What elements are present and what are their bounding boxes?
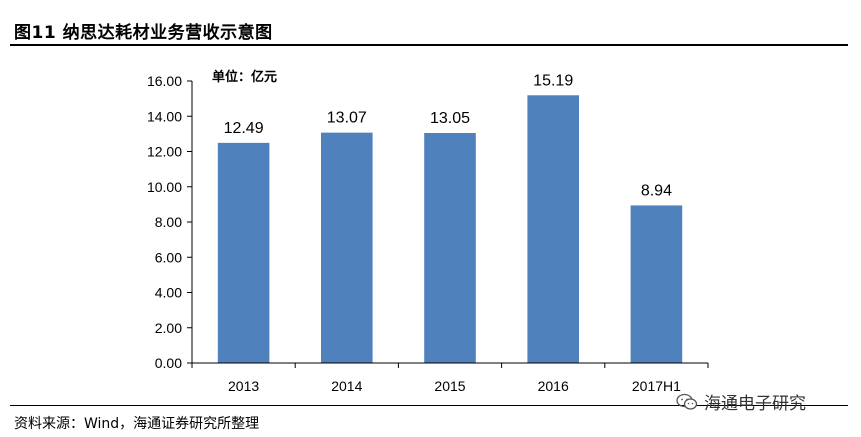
y-tick-label: 0.00 bbox=[155, 355, 182, 371]
bar-2015 bbox=[424, 132, 476, 363]
source-note: 资料来源：Wind，海通证券研究所整理 bbox=[14, 416, 260, 432]
watermark: 海通电子研究 bbox=[676, 389, 806, 414]
y-tick-label: 2.00 bbox=[155, 320, 182, 336]
x-tick-label: 2017H1 bbox=[632, 378, 681, 394]
x-tick-label: 2014 bbox=[331, 378, 362, 394]
bar-2017H1 bbox=[630, 205, 683, 363]
wechat-icon bbox=[676, 393, 698, 410]
data-label: 13.05 bbox=[430, 110, 470, 127]
y-tick-label: 14.00 bbox=[147, 108, 182, 124]
x-tick-label: 2013 bbox=[228, 378, 259, 394]
bar-2016 bbox=[527, 95, 579, 364]
data-label: 15.19 bbox=[533, 72, 573, 89]
y-tick-label: 4.00 bbox=[155, 285, 182, 301]
data-label: 12.49 bbox=[224, 120, 264, 137]
source-rule bbox=[10, 405, 848, 406]
data-label: 13.07 bbox=[327, 110, 367, 127]
bar-2014 bbox=[321, 132, 373, 363]
y-tick-label: 8.00 bbox=[155, 214, 182, 230]
watermark-text: 海通电子研究 bbox=[704, 394, 806, 414]
y-tick-label: 6.00 bbox=[155, 249, 182, 265]
bars: 12.49 13.07 13.05 15.19 8.94 bbox=[217, 72, 683, 364]
y-tick-label: 12.00 bbox=[147, 144, 182, 160]
data-label: 8.94 bbox=[641, 182, 672, 199]
y-axis: 0.00 2.00 4.00 6.00 8.00 10.00 12.00 14.00 16.00 bbox=[147, 73, 193, 371]
x-tick-label: 2015 bbox=[434, 378, 465, 394]
unit-label: 单位：亿元 bbox=[212, 69, 277, 85]
figure-title: 图11 纳思达耗材业务营收示意图 bbox=[14, 23, 273, 43]
x-axis: 2013 2014 2015 2016 2017H1 bbox=[191, 362, 709, 394]
bar-2013 bbox=[217, 142, 270, 363]
y-tick-label: 16.00 bbox=[147, 73, 182, 89]
title-rule bbox=[10, 44, 848, 46]
x-tick-label: 2016 bbox=[538, 378, 569, 394]
y-tick-label: 10.00 bbox=[147, 179, 182, 195]
